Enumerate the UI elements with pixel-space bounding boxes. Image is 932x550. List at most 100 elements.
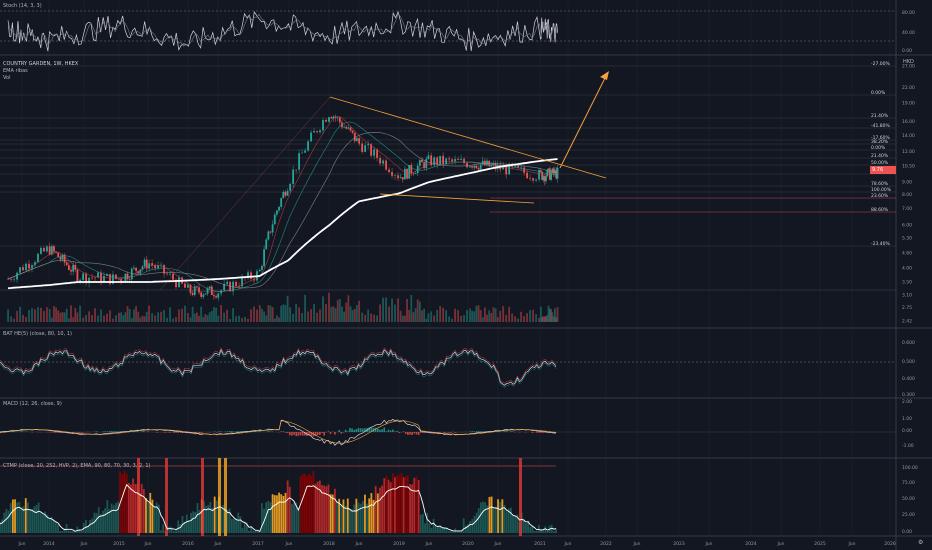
volume-bar bbox=[332, 306, 335, 322]
time-tick-label: 2022 bbox=[600, 541, 612, 547]
macd-hist-bar bbox=[117, 431, 119, 432]
ctmp-bar bbox=[127, 482, 130, 533]
main-symbol[interactable]: COUNTRY GARDEN, 1W, HKEX bbox=[3, 61, 79, 67]
macd-hist-bar bbox=[338, 430, 340, 432]
ctmp-bar bbox=[389, 482, 392, 533]
volume-bar bbox=[13, 318, 15, 322]
ctmp-bar bbox=[318, 480, 321, 533]
ctmp-panel[interactable] bbox=[0, 458, 557, 536]
candle-body bbox=[151, 263, 154, 266]
ctmp-bar bbox=[190, 512, 192, 533]
ctmp-bar bbox=[383, 478, 386, 533]
macd-hist-bar bbox=[228, 431, 231, 432]
macd-panel[interactable] bbox=[0, 418, 896, 446]
ctmp-bar bbox=[67, 530, 70, 533]
ctmp-bar bbox=[529, 526, 532, 533]
candle-body bbox=[193, 286, 196, 295]
ctmp-bar bbox=[301, 473, 304, 533]
volume-bar bbox=[191, 306, 194, 322]
candle-body bbox=[410, 165, 413, 174]
volume-bar bbox=[539, 306, 542, 322]
candle-body bbox=[399, 177, 402, 179]
volume-bar bbox=[106, 313, 108, 322]
candle-body bbox=[551, 168, 554, 173]
macd-hist-bar bbox=[417, 432, 420, 436]
price-panel[interactable]: -27.00%0.00%21.40%-41.80%-17.60%38.20%0.… bbox=[0, 61, 896, 322]
ctmp-bar bbox=[233, 518, 235, 533]
volume-bar bbox=[345, 302, 348, 322]
ctmp-bar bbox=[185, 514, 188, 533]
volume-bar bbox=[112, 318, 114, 322]
volume-bar bbox=[76, 312, 79, 322]
volume-bar bbox=[139, 317, 142, 322]
bbwp-level-label: 0.600 bbox=[902, 340, 915, 346]
candle-body bbox=[376, 149, 378, 158]
ctmp-bar bbox=[314, 483, 317, 533]
ctmp-bar bbox=[74, 531, 77, 533]
price-tick-label: 27.00 bbox=[902, 64, 915, 70]
candle-body bbox=[322, 119, 324, 131]
candle-body bbox=[57, 252, 60, 258]
volume-bar bbox=[269, 305, 272, 322]
volume-bar bbox=[267, 305, 270, 322]
ema-legend: EMA ribas bbox=[3, 68, 28, 74]
candle-body bbox=[28, 263, 30, 269]
candle-body bbox=[408, 165, 411, 179]
macd-hist-bar bbox=[164, 432, 167, 433]
ctmp-bar bbox=[447, 531, 450, 533]
candle-body bbox=[191, 292, 194, 295]
candle-body bbox=[273, 214, 276, 225]
volume-bar bbox=[322, 296, 324, 322]
ema-gray-line bbox=[7, 131, 558, 289]
ctmp-bar bbox=[398, 475, 401, 533]
candle-body bbox=[492, 163, 495, 165]
candle-body bbox=[263, 249, 265, 267]
settings-gear-icon[interactable]: ⚙ bbox=[918, 539, 924, 546]
ctmp-bar bbox=[291, 503, 293, 533]
candle-body bbox=[460, 158, 462, 160]
volume-bar bbox=[552, 316, 555, 322]
volume-bar bbox=[130, 318, 133, 322]
ctmp-highlight bbox=[137, 458, 140, 536]
candle-body bbox=[473, 165, 476, 168]
ctmp-bar bbox=[42, 514, 44, 533]
volume-bar bbox=[399, 310, 402, 322]
ctmp-bar bbox=[394, 477, 396, 533]
ctmp-bar bbox=[76, 526, 79, 533]
macd-hist-bar bbox=[179, 432, 182, 433]
volume-bar bbox=[551, 312, 554, 322]
breakout-arrow-line bbox=[559, 75, 607, 169]
candle-body bbox=[539, 170, 542, 172]
stoch-panel[interactable] bbox=[0, 10, 896, 52]
macd-hist-bar bbox=[136, 431, 139, 432]
candle-body bbox=[135, 267, 137, 272]
volume-bar bbox=[442, 307, 445, 322]
ctmp-bar bbox=[364, 494, 366, 533]
volume-bar bbox=[208, 312, 211, 322]
volume-bar bbox=[436, 310, 439, 322]
volume-bar bbox=[514, 316, 517, 322]
ctmp-bar bbox=[409, 484, 411, 533]
ctmp-bar bbox=[381, 485, 384, 533]
bbwp-panel[interactable] bbox=[0, 347, 896, 388]
ctmp-bar bbox=[117, 501, 119, 533]
ctmp-bar bbox=[542, 529, 545, 533]
volume-bar bbox=[499, 310, 502, 322]
ctmp-bar bbox=[424, 523, 426, 533]
volume-bar bbox=[82, 317, 84, 322]
ctmp-bar bbox=[540, 529, 542, 533]
volume-bar bbox=[319, 309, 321, 322]
candle-body bbox=[141, 266, 144, 270]
ctmp-bar bbox=[355, 498, 358, 533]
ctmp-bar bbox=[87, 526, 89, 533]
ctmp-bar bbox=[510, 507, 512, 533]
fib-level-label: 21.40% bbox=[871, 153, 889, 159]
candle-body bbox=[22, 267, 24, 271]
macd-hist-bar bbox=[531, 432, 534, 433]
time-tick-label: 2020 bbox=[462, 541, 474, 547]
price-tick-label: 10.50 bbox=[902, 163, 915, 169]
volume-bar bbox=[253, 306, 255, 322]
candle-body bbox=[330, 117, 333, 119]
macd-hist-bar bbox=[239, 431, 242, 432]
